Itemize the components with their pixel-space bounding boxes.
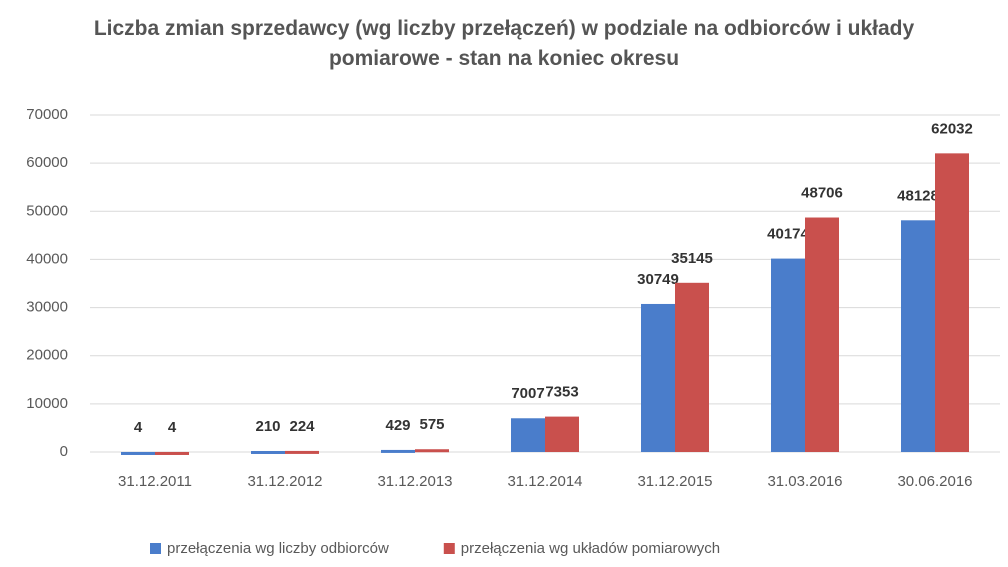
x-tick-label: 31.12.2013 — [377, 473, 452, 490]
data-label: 40174 — [767, 226, 809, 243]
x-tick-label: 31.03.2016 — [767, 473, 842, 490]
bar — [285, 450, 319, 454]
bar — [675, 282, 709, 452]
y-tick-label: 0 — [60, 443, 68, 460]
legend-swatch — [150, 543, 161, 554]
data-label: 4 — [168, 419, 177, 436]
data-label: 48128 — [897, 187, 939, 204]
data-label: 224 — [289, 418, 315, 435]
data-label: 62032 — [931, 120, 973, 137]
data-label: 429 — [385, 417, 410, 434]
bar — [155, 451, 189, 455]
y-tick-label: 20000 — [26, 347, 68, 364]
x-tick-label: 31.12.2014 — [507, 473, 582, 490]
data-label: 35145 — [671, 250, 713, 267]
y-tick-label: 30000 — [26, 299, 68, 316]
data-label: 48706 — [801, 184, 843, 201]
bar — [121, 451, 155, 455]
legend-swatch — [443, 543, 455, 554]
bar — [901, 220, 935, 452]
data-label: 575 — [419, 416, 444, 433]
y-tick-label: 50000 — [26, 202, 68, 219]
x-tick-label: 31.12.2015 — [637, 473, 712, 490]
data-label: 7353 — [545, 384, 578, 401]
y-tick-label: 70000 — [26, 106, 68, 123]
bar — [771, 258, 805, 452]
bar — [381, 449, 415, 453]
x-tick-label: 31.12.2011 — [118, 473, 192, 490]
data-label: 4 — [134, 419, 143, 436]
x-tick-label: 30.06.2016 — [897, 473, 972, 490]
bar — [805, 217, 839, 452]
data-label: 7007 — [511, 385, 544, 402]
y-tick-label: 40000 — [26, 250, 68, 267]
data-label: 30749 — [637, 271, 679, 288]
bar — [641, 303, 675, 452]
legend-label: przełączenia wg liczby odbiorców — [167, 540, 389, 557]
x-tick-label: 31.12.2012 — [247, 473, 322, 490]
y-tick-label: 10000 — [26, 395, 68, 412]
bar — [935, 153, 969, 452]
bar — [415, 449, 449, 453]
bar — [511, 418, 545, 452]
data-label: 210 — [255, 418, 280, 435]
bar — [545, 416, 579, 452]
bar — [251, 450, 285, 454]
legend-label: przełączenia wg układów pomiarowych — [461, 540, 720, 557]
y-tick-label: 60000 — [26, 154, 68, 171]
chart-title: Liczba zmian sprzedawcy (wg liczby przeł… — [93, 17, 915, 70]
